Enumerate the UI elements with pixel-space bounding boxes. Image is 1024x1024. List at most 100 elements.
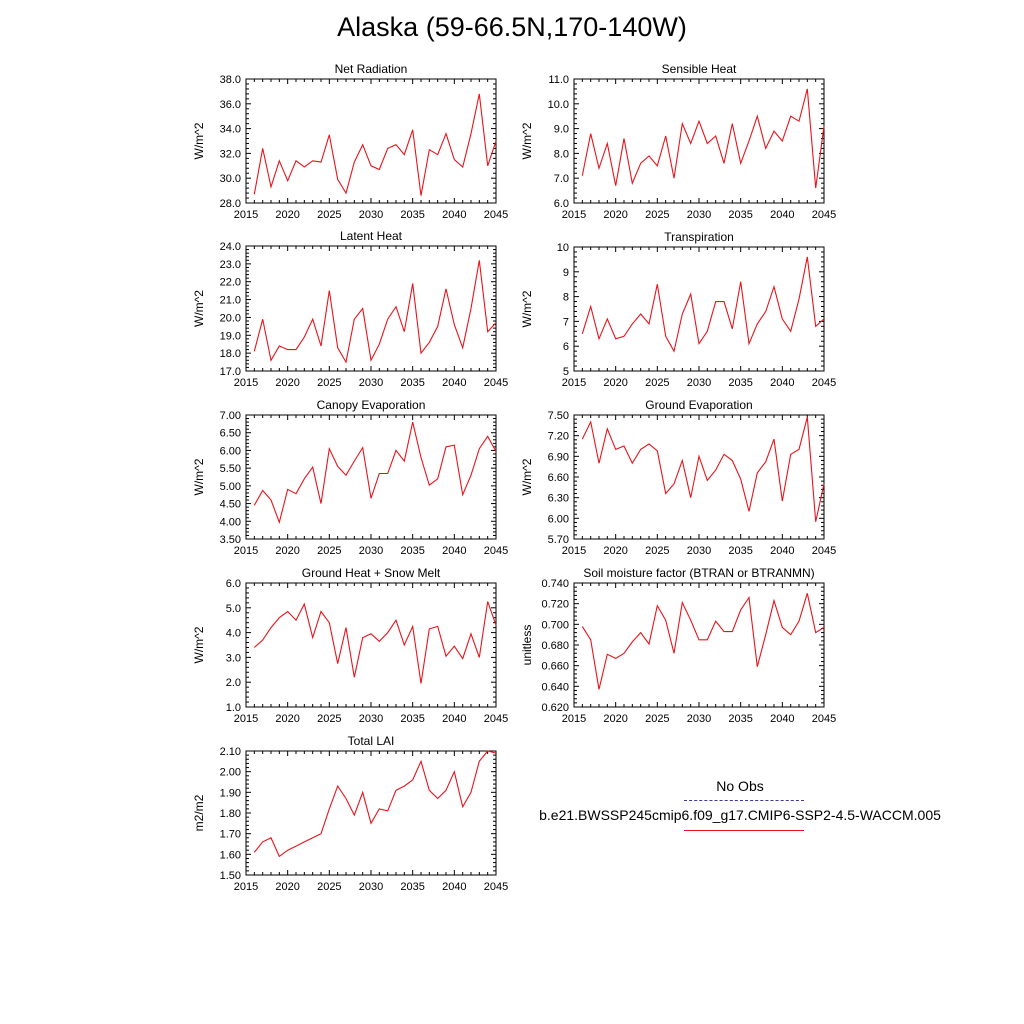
- y-tick-label: 9: [563, 267, 569, 279]
- x-tick-label: 2020: [275, 713, 299, 725]
- y-tick-label: 9.0: [554, 124, 569, 136]
- x-tick-label: 2045: [484, 545, 508, 557]
- chart-panel: 2015 2020 2025 2030 2035 2040 2045 17.0 18.0 19.0…: [192, 229, 508, 389]
- x-tick-label: 2040: [442, 545, 466, 557]
- x-tick-label: 2040: [442, 881, 466, 893]
- y-axis-label: W/m^2: [192, 458, 206, 495]
- legend-obs-label: No Obs: [716, 778, 764, 794]
- chart-title: Latent Heat: [340, 229, 403, 243]
- x-tick-label: 2035: [400, 713, 424, 725]
- x-tick-label: 2025: [317, 545, 341, 557]
- y-tick-label: 6.90: [548, 451, 569, 463]
- legend-model-label: b.e21.BWSSP245cmip6.f09_g17.CMIP6-SSP2-4…: [539, 807, 941, 823]
- y-tick-label: 0.720: [541, 599, 569, 611]
- x-tick-label: 2040: [770, 209, 794, 221]
- x-tick-label: 2045: [484, 209, 508, 221]
- y-tick-label: 1.0: [226, 702, 241, 714]
- x-tick-label: 2025: [645, 545, 669, 557]
- x-tick-label: 2035: [728, 377, 752, 389]
- y-tick-label: 7.50: [548, 410, 569, 422]
- chart-panel: 2015 2020 2025 2030 2035 2040 2045 0.620 0.640 0.…: [520, 566, 836, 725]
- y-axis-label: W/m^2: [520, 122, 534, 159]
- chart-panel: 2015 2020 2025 2030 2035 2040 2045 5.70 6.00 6.30…: [520, 398, 836, 557]
- x-tick-label: 2015: [562, 713, 586, 725]
- x-tick-label: 2035: [728, 545, 752, 557]
- x-tick-label: 2020: [275, 881, 299, 893]
- x-tick-label: 2030: [687, 209, 711, 221]
- chart-panel: 2015 2020 2025 2030 2035 2040 2045 1.50 1.60 1.70…: [192, 734, 508, 893]
- chart-panel: 2015 2020 2025 2030 2035 2040 2045 6.0 7.0 8.0 9.0…: [520, 62, 836, 221]
- y-tick-label: 34.0: [220, 124, 241, 136]
- y-tick-label: 18.0: [220, 348, 241, 360]
- series-line: [253, 93, 497, 196]
- series-line: [581, 416, 825, 522]
- y-tick-label: 7.00: [220, 410, 241, 422]
- x-tick-label: 2030: [359, 713, 383, 725]
- y-tick-label: 2.0: [226, 677, 241, 689]
- x-tick-label: 2045: [484, 377, 508, 389]
- y-tick-label: 0.620: [541, 702, 569, 714]
- x-tick-label: 2030: [687, 713, 711, 725]
- y-tick-label: 24.0: [220, 241, 241, 253]
- x-tick-label: 2040: [770, 713, 794, 725]
- plot-frame: [245, 78, 497, 204]
- y-tick-label: 32.0: [220, 148, 241, 160]
- x-tick-label: 2045: [812, 377, 836, 389]
- x-tick-label: 2045: [812, 713, 836, 725]
- y-tick-label: 1.70: [220, 829, 241, 841]
- y-tick-label: 28.0: [220, 198, 241, 210]
- chart-panel: 2015 2020 2025 2030 2035 2040 2045 3.50 4.00 4.50…: [192, 398, 508, 557]
- series-line: [253, 421, 497, 525]
- y-tick-label: 30.0: [220, 173, 241, 185]
- x-tick-label: 2045: [484, 881, 508, 893]
- y-tick-label: 6.60: [548, 472, 569, 484]
- chart-panel: 2015 2020 2025 2030 2035 2040 2045 5 6 7 8 9 10 Trans…: [520, 230, 836, 389]
- y-tick-label: 6.00: [220, 445, 241, 457]
- series-line: [581, 593, 825, 690]
- x-tick-label: 2040: [442, 713, 466, 725]
- y-tick-label: 6.50: [220, 428, 241, 440]
- y-tick-label: 5.50: [220, 463, 241, 475]
- y-tick-label: 38.0: [220, 74, 241, 86]
- plot-frame: [245, 414, 497, 540]
- chart-title: Soil moisture factor (BTRAN or BTRANMN): [583, 566, 814, 580]
- x-tick-label: 2040: [442, 377, 466, 389]
- x-tick-label: 2025: [645, 377, 669, 389]
- x-tick-label: 2035: [400, 377, 424, 389]
- series-line: [253, 260, 497, 364]
- y-tick-label: 5.0: [226, 603, 241, 615]
- plot-frame: [573, 582, 825, 708]
- y-axis-label: W/m^2: [192, 290, 206, 327]
- y-tick-label: 6: [563, 341, 569, 353]
- chart-title: Transpiration: [664, 230, 734, 244]
- x-tick-label: 2025: [317, 377, 341, 389]
- chart-panel: 2015 2020 2025 2030 2035 2040 2045 28.0 30.0 32.0…: [192, 62, 508, 221]
- y-tick-label: 8.0: [554, 148, 569, 160]
- y-tick-label: 5.70: [548, 534, 569, 546]
- x-tick-label: 2020: [603, 377, 627, 389]
- x-tick-label: 2015: [562, 209, 586, 221]
- chart-title: Ground Heat + Snow Melt: [302, 566, 441, 580]
- y-tick-label: 7: [563, 316, 569, 328]
- chart-title: Total LAI: [348, 734, 395, 748]
- chart-panel: 2015 2020 2025 2030 2035 2040 2045 1.0 2.0 3.0 4.0…: [192, 566, 508, 725]
- y-tick-label: 23.0: [220, 259, 241, 271]
- y-tick-label: 19.0: [220, 330, 241, 342]
- y-tick-label: 21.0: [220, 295, 241, 307]
- x-tick-label: 2015: [234, 713, 258, 725]
- x-tick-label: 2040: [770, 545, 794, 557]
- chart-title: Sensible Heat: [662, 62, 737, 76]
- series-line: [581, 256, 825, 353]
- y-tick-label: 8: [563, 292, 569, 304]
- y-axis-label: W/m^2: [520, 290, 534, 327]
- x-tick-label: 2045: [812, 545, 836, 557]
- y-tick-label: 20.0: [220, 312, 241, 324]
- x-tick-label: 2030: [359, 377, 383, 389]
- x-tick-label: 2015: [234, 545, 258, 557]
- x-tick-label: 2025: [317, 713, 341, 725]
- plot-frame: [573, 78, 825, 204]
- y-tick-label: 4.50: [220, 499, 241, 511]
- y-tick-label: 5.00: [220, 481, 241, 493]
- y-tick-label: 0.680: [541, 640, 569, 652]
